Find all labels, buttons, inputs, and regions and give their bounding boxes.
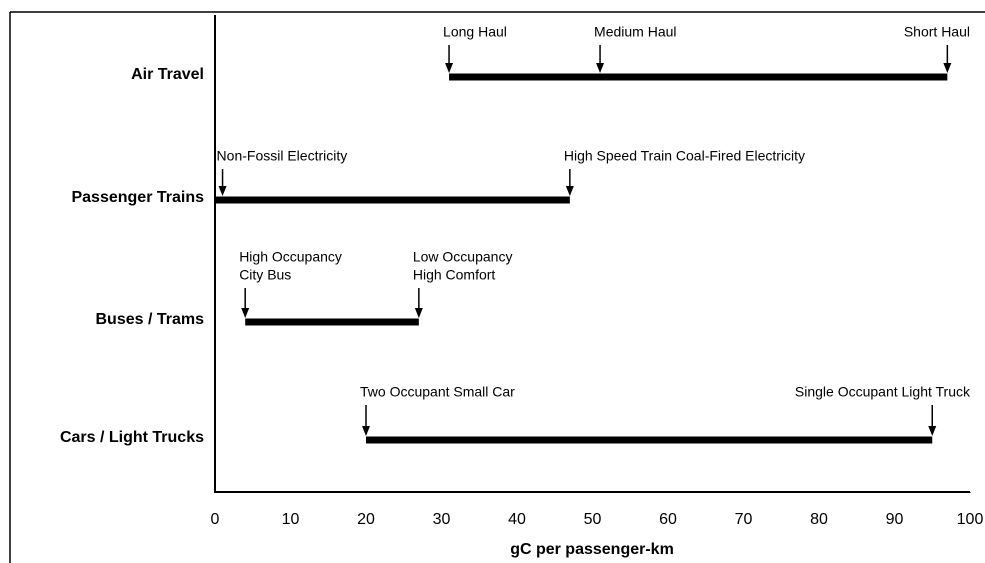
x-tick-label: 80	[810, 511, 828, 528]
x-axis-label: gC per passenger-km	[510, 541, 674, 558]
x-tick-label: 90	[886, 511, 904, 528]
x-tick-label: 100	[957, 511, 984, 528]
annotation-label: Long Haul	[443, 24, 507, 40]
annotation-label: Two Occupant Small Car	[360, 384, 515, 400]
range-bar	[215, 196, 570, 204]
annotation-label: Low Occupancy	[413, 249, 513, 265]
x-tick-label: 30	[433, 511, 451, 528]
x-tick-label: 60	[659, 511, 677, 528]
category-label: Passenger Trains	[71, 189, 204, 206]
arrow-head	[596, 63, 605, 73]
range-bar	[366, 436, 933, 444]
arrow-head	[943, 63, 952, 73]
x-tick-label: 70	[735, 511, 753, 528]
x-tick-label: 50	[584, 511, 602, 528]
annotation-label: High Comfort	[413, 267, 496, 283]
arrow-head	[445, 63, 454, 73]
range-bar	[449, 73, 948, 81]
annotation-label: City Bus	[239, 267, 291, 283]
x-tick-label: 20	[357, 511, 375, 528]
x-tick-label: 10	[282, 511, 300, 528]
category-label: Buses / Trams	[96, 311, 205, 328]
annotation-label: High Occupancy	[239, 249, 342, 265]
category-label: Cars / Light Trucks	[60, 429, 204, 446]
range-bar	[245, 318, 419, 326]
arrow-head	[241, 308, 250, 318]
annotation-label: Medium Haul	[594, 24, 676, 40]
annotation-label: Short Haul	[904, 24, 970, 40]
arrow-head	[565, 186, 574, 196]
annotation-label: Non-Fossil Electricity	[217, 148, 348, 164]
arrow-head	[928, 426, 937, 436]
x-tick-label: 40	[508, 511, 526, 528]
x-tick-label: 0	[211, 511, 220, 528]
category-label: Air Travel	[131, 66, 204, 83]
arrow-head	[362, 426, 370, 436]
annotation-label: Single Occupant Light Truck	[795, 384, 971, 400]
arrow-head	[218, 186, 227, 196]
arrow-head	[414, 308, 423, 318]
annotation-label: High Speed Train Coal-Fired Electricity	[564, 148, 805, 164]
